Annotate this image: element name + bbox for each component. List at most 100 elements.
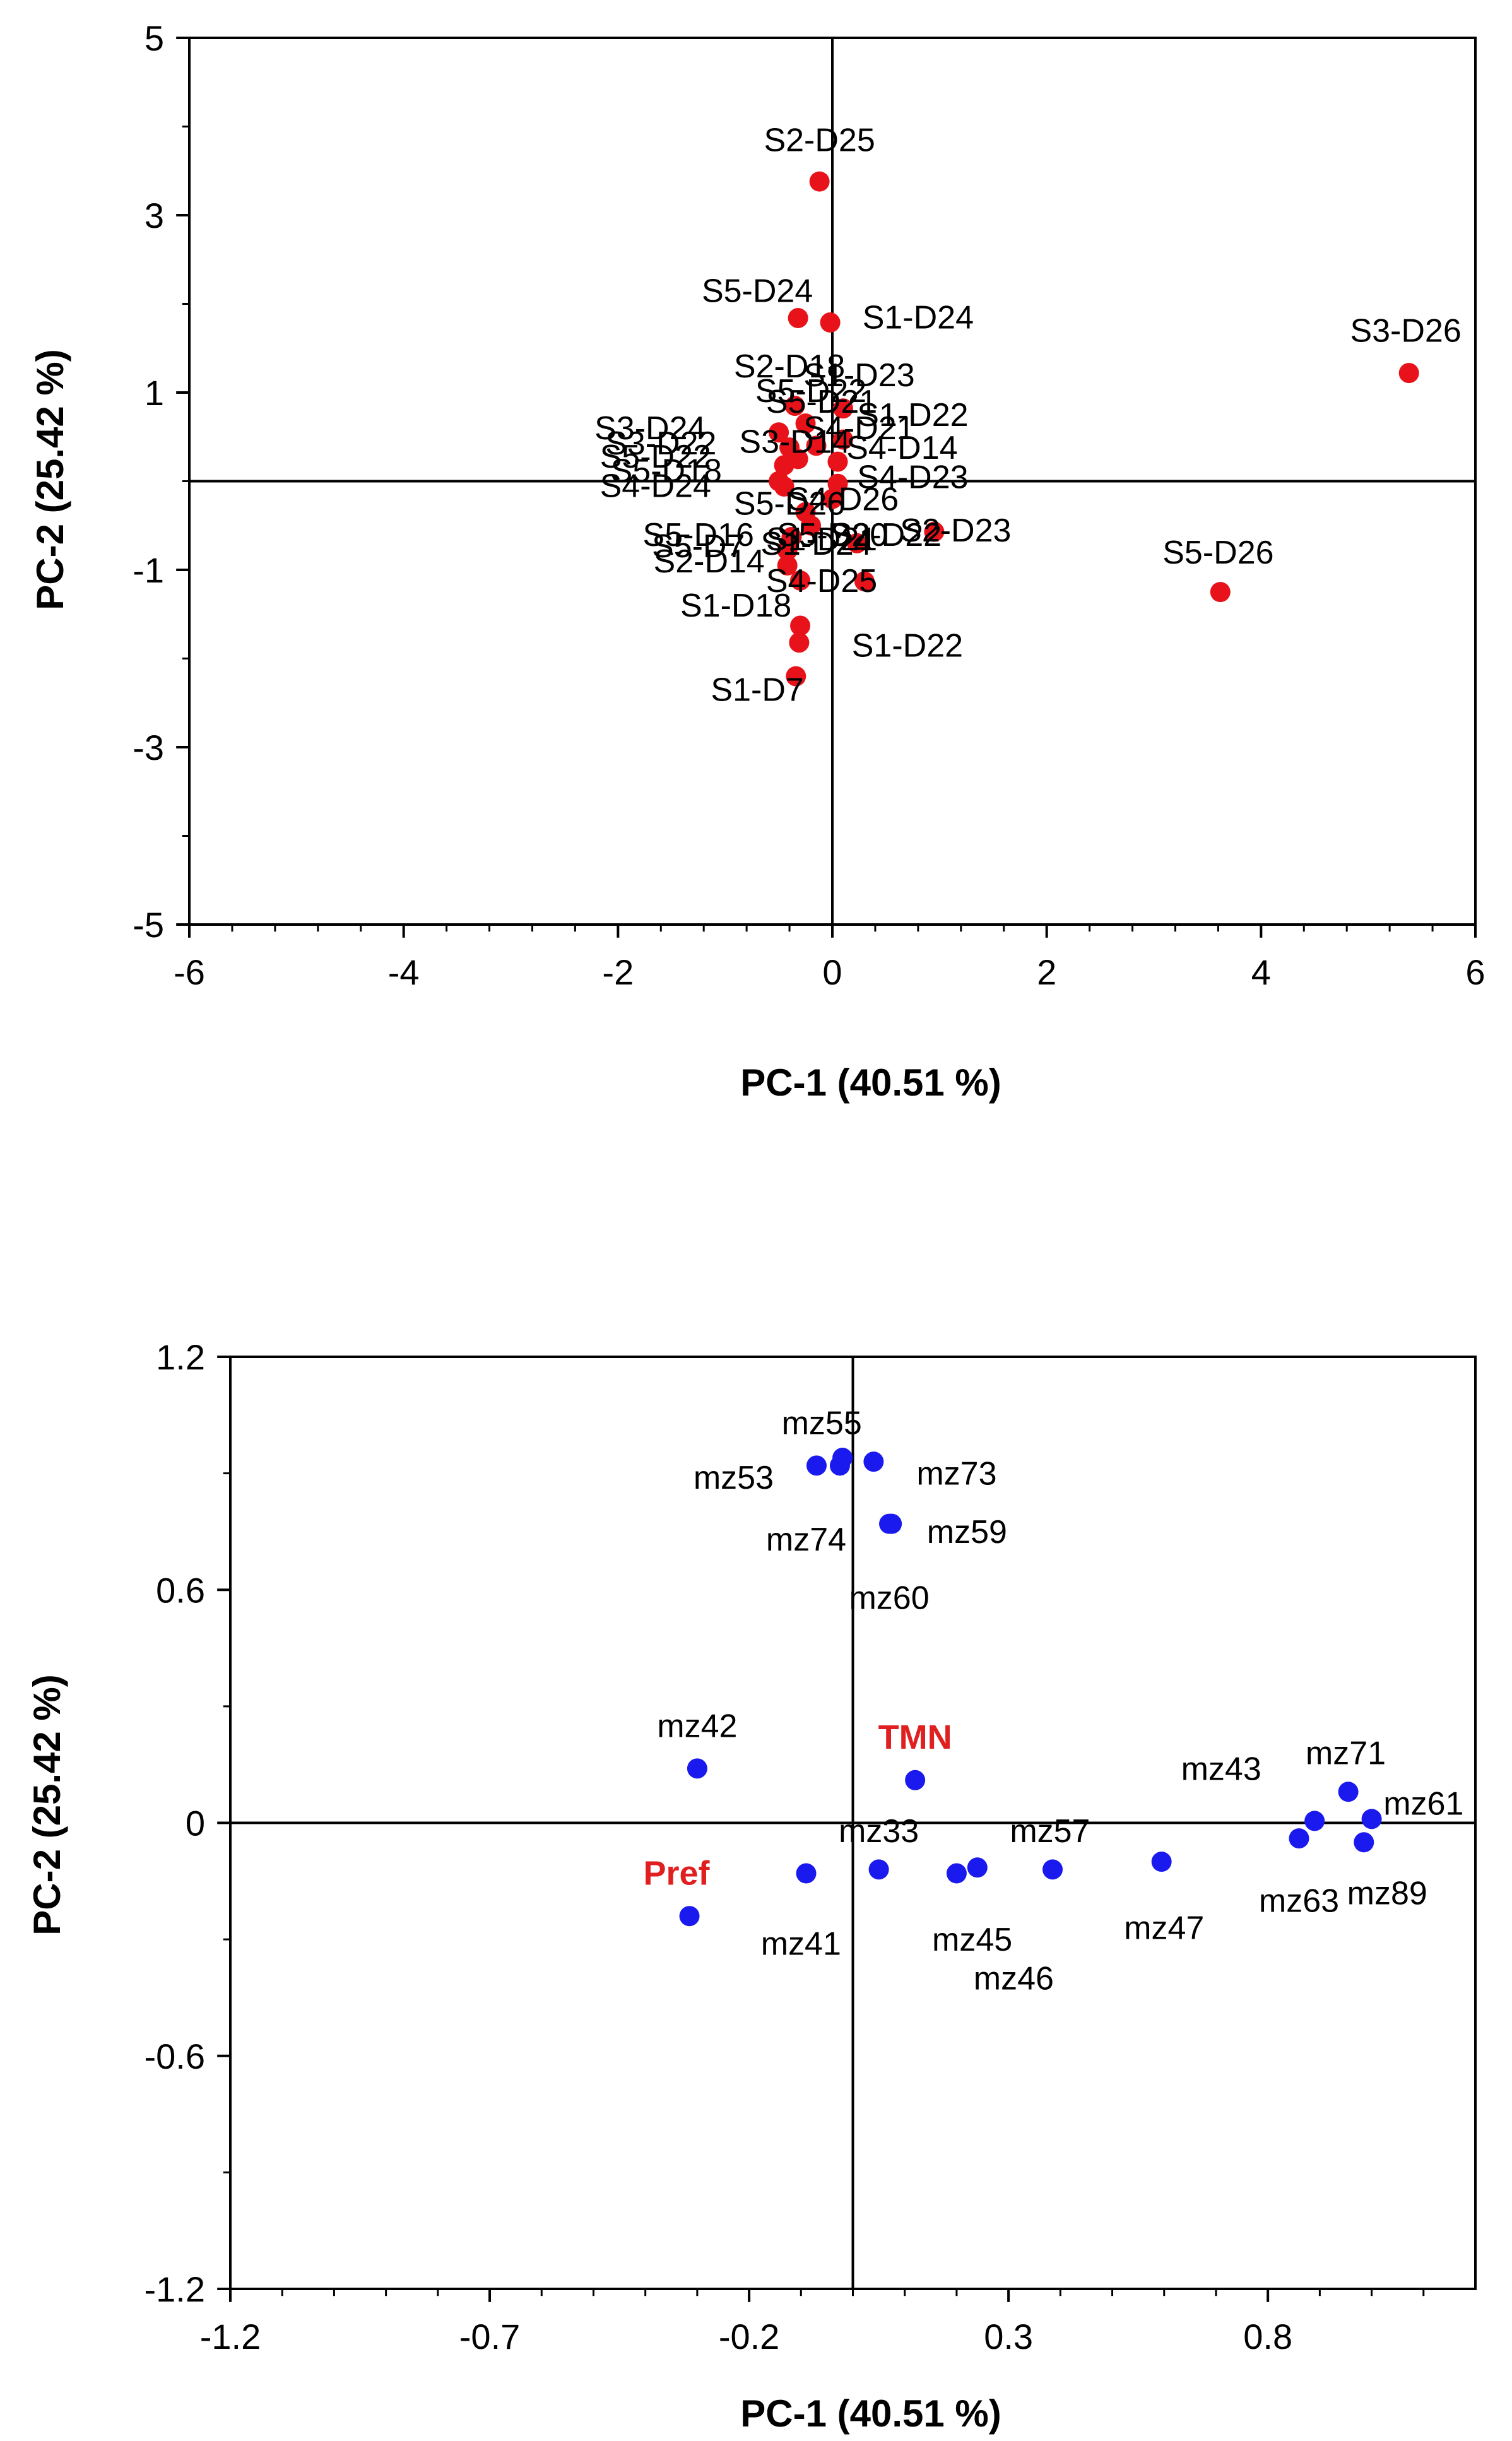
x-tick-label: -0.7 [459, 2317, 521, 2356]
data-point [806, 1455, 827, 1476]
point-label: mz63 [1259, 1883, 1339, 1920]
data-point [777, 555, 798, 576]
point-label: S4-D26 [788, 482, 899, 518]
point-label: S5-D18 [611, 453, 722, 490]
x-tick-label: -1.2 [200, 2317, 261, 2356]
point-label: S2-D22 [830, 517, 942, 553]
scores-plot: -6 -4 -2 0 2 4 6 5 3 1 -1 -3 -5 S2-D25 S5-D24 S1-D24 S3-… [29, 18, 1485, 1104]
data-point [946, 1863, 967, 1884]
point-label: mz33 [839, 1813, 919, 1850]
point-label: mz89 [1347, 1875, 1427, 1912]
point-label: S2-D23 [900, 512, 1011, 549]
data-point [829, 1455, 850, 1476]
y-tick-label: 0 [186, 1804, 205, 1843]
data-point [784, 396, 805, 417]
data-point [1289, 1828, 1309, 1849]
x-tick-label: 4 [1251, 952, 1271, 992]
y-tick-label: -1.2 [145, 2269, 206, 2309]
point-label: S2-D18 [734, 348, 845, 385]
scores-plot-marks: -6 -4 -2 0 2 4 6 5 3 1 -1 -3 -5 S2-D25 S5-D24 S1-D24 S3-… [133, 18, 1485, 992]
point-label: mz73 [916, 1456, 996, 1492]
point-label: S3-D22 [605, 425, 716, 462]
point-label: S4-D24 [600, 468, 711, 505]
x-tick-label: -4 [388, 952, 420, 992]
y-tick-label: 0.6 [156, 1570, 205, 1610]
point-label: mz71 [1306, 1735, 1386, 1772]
data-point [796, 1863, 817, 1884]
data-point [769, 422, 789, 443]
point-label: TMN [878, 1718, 952, 1756]
data-point [1042, 1859, 1063, 1880]
loadings-plot: -1.2 -0.7 -0.2 0.3 0.81.20.60-0.6-1.2mz55mz5… [26, 1337, 1477, 2435]
loadings-plot-marks: -1.2 -0.7 -0.2 0.3 0.81.20.60-0.6-1.2mz55mz5… [145, 1337, 1477, 2356]
point-label: mz57 [1010, 1813, 1090, 1850]
data-point [788, 449, 808, 470]
data-point [788, 307, 808, 328]
y-tick-label: 1 [145, 373, 164, 413]
x-tick-label: -6 [174, 952, 205, 992]
y-tick-label: -1 [133, 550, 164, 590]
data-point [790, 615, 811, 636]
y-tick-label: 3 [145, 196, 164, 235]
data-point [1210, 582, 1231, 603]
point-label: S1-D23 [803, 357, 914, 394]
point-label: S5-D24 [702, 273, 813, 309]
data-point [795, 413, 816, 434]
point-label: S5-D20 [777, 517, 888, 553]
data-point [809, 171, 830, 192]
data-point [806, 435, 827, 456]
data-point [1361, 1809, 1382, 1829]
point-label: S5-D26 [734, 486, 845, 523]
data-point [882, 1513, 902, 1534]
point-label: mz42 [657, 1708, 737, 1745]
point-label: mz46 [974, 1961, 1054, 1997]
point-label: mz59 [927, 1514, 1007, 1551]
data-point [687, 1758, 707, 1779]
point-label: S2-D25 [764, 122, 875, 159]
point-label: S4-D14 [846, 430, 957, 466]
x-tick-label: 0.8 [1243, 2317, 1292, 2356]
point-label: Pref [643, 1855, 710, 1893]
point-label: S1-D24 [863, 300, 974, 336]
point-label: S1-D7 [711, 672, 803, 709]
data-point [832, 398, 853, 419]
point-label: S5-D7 [652, 528, 745, 565]
point-label: S1-D22 [852, 627, 963, 664]
point-label: mz43 [1181, 1751, 1261, 1787]
data-point [822, 488, 842, 509]
point-label: S5-D22 [755, 373, 866, 410]
data-point [777, 540, 798, 561]
data-point [868, 1859, 889, 1880]
point-label: S3-D14 [739, 423, 850, 460]
point-label: S3-D26 [1350, 313, 1461, 350]
y-tick-label: 5 [145, 18, 164, 58]
point-label: mz55 [782, 1405, 862, 1442]
data-point [827, 451, 848, 472]
scores-x-axis-title: PC-1 (40.51 %) [740, 1061, 1001, 1104]
point-label: S3-D24 [594, 410, 706, 447]
y-tick-label: -5 [133, 905, 164, 945]
x-tick-label: 2 [1037, 952, 1056, 992]
data-point [790, 570, 811, 591]
scores-y-axis-title: PC-2 (25.42 %) [29, 349, 71, 610]
data-point [1398, 363, 1419, 384]
point-label: S1-D18 [680, 588, 791, 624]
data-point [1354, 1832, 1374, 1853]
data-point [789, 632, 810, 653]
x-tick-label: 0 [822, 952, 842, 992]
data-point [786, 666, 806, 687]
loadings-y-axis-title: PC-2 (25.42 %) [26, 1674, 68, 1936]
data-point [863, 1451, 884, 1472]
data-point [854, 571, 875, 592]
data-point [820, 312, 841, 333]
point-label: mz53 [694, 1460, 774, 1496]
point-label: S2-D14 [654, 543, 765, 580]
point-label: S5-D22 [600, 439, 711, 475]
x-tick-label: 6 [1465, 952, 1485, 992]
y-tick-label: 1.2 [156, 1337, 205, 1377]
data-point [1304, 1811, 1325, 1831]
loadings-x-axis-title: PC-1 (40.51 %) [740, 2392, 1001, 2435]
point-label: mz47 [1124, 1910, 1204, 1947]
data-point [774, 476, 794, 497]
